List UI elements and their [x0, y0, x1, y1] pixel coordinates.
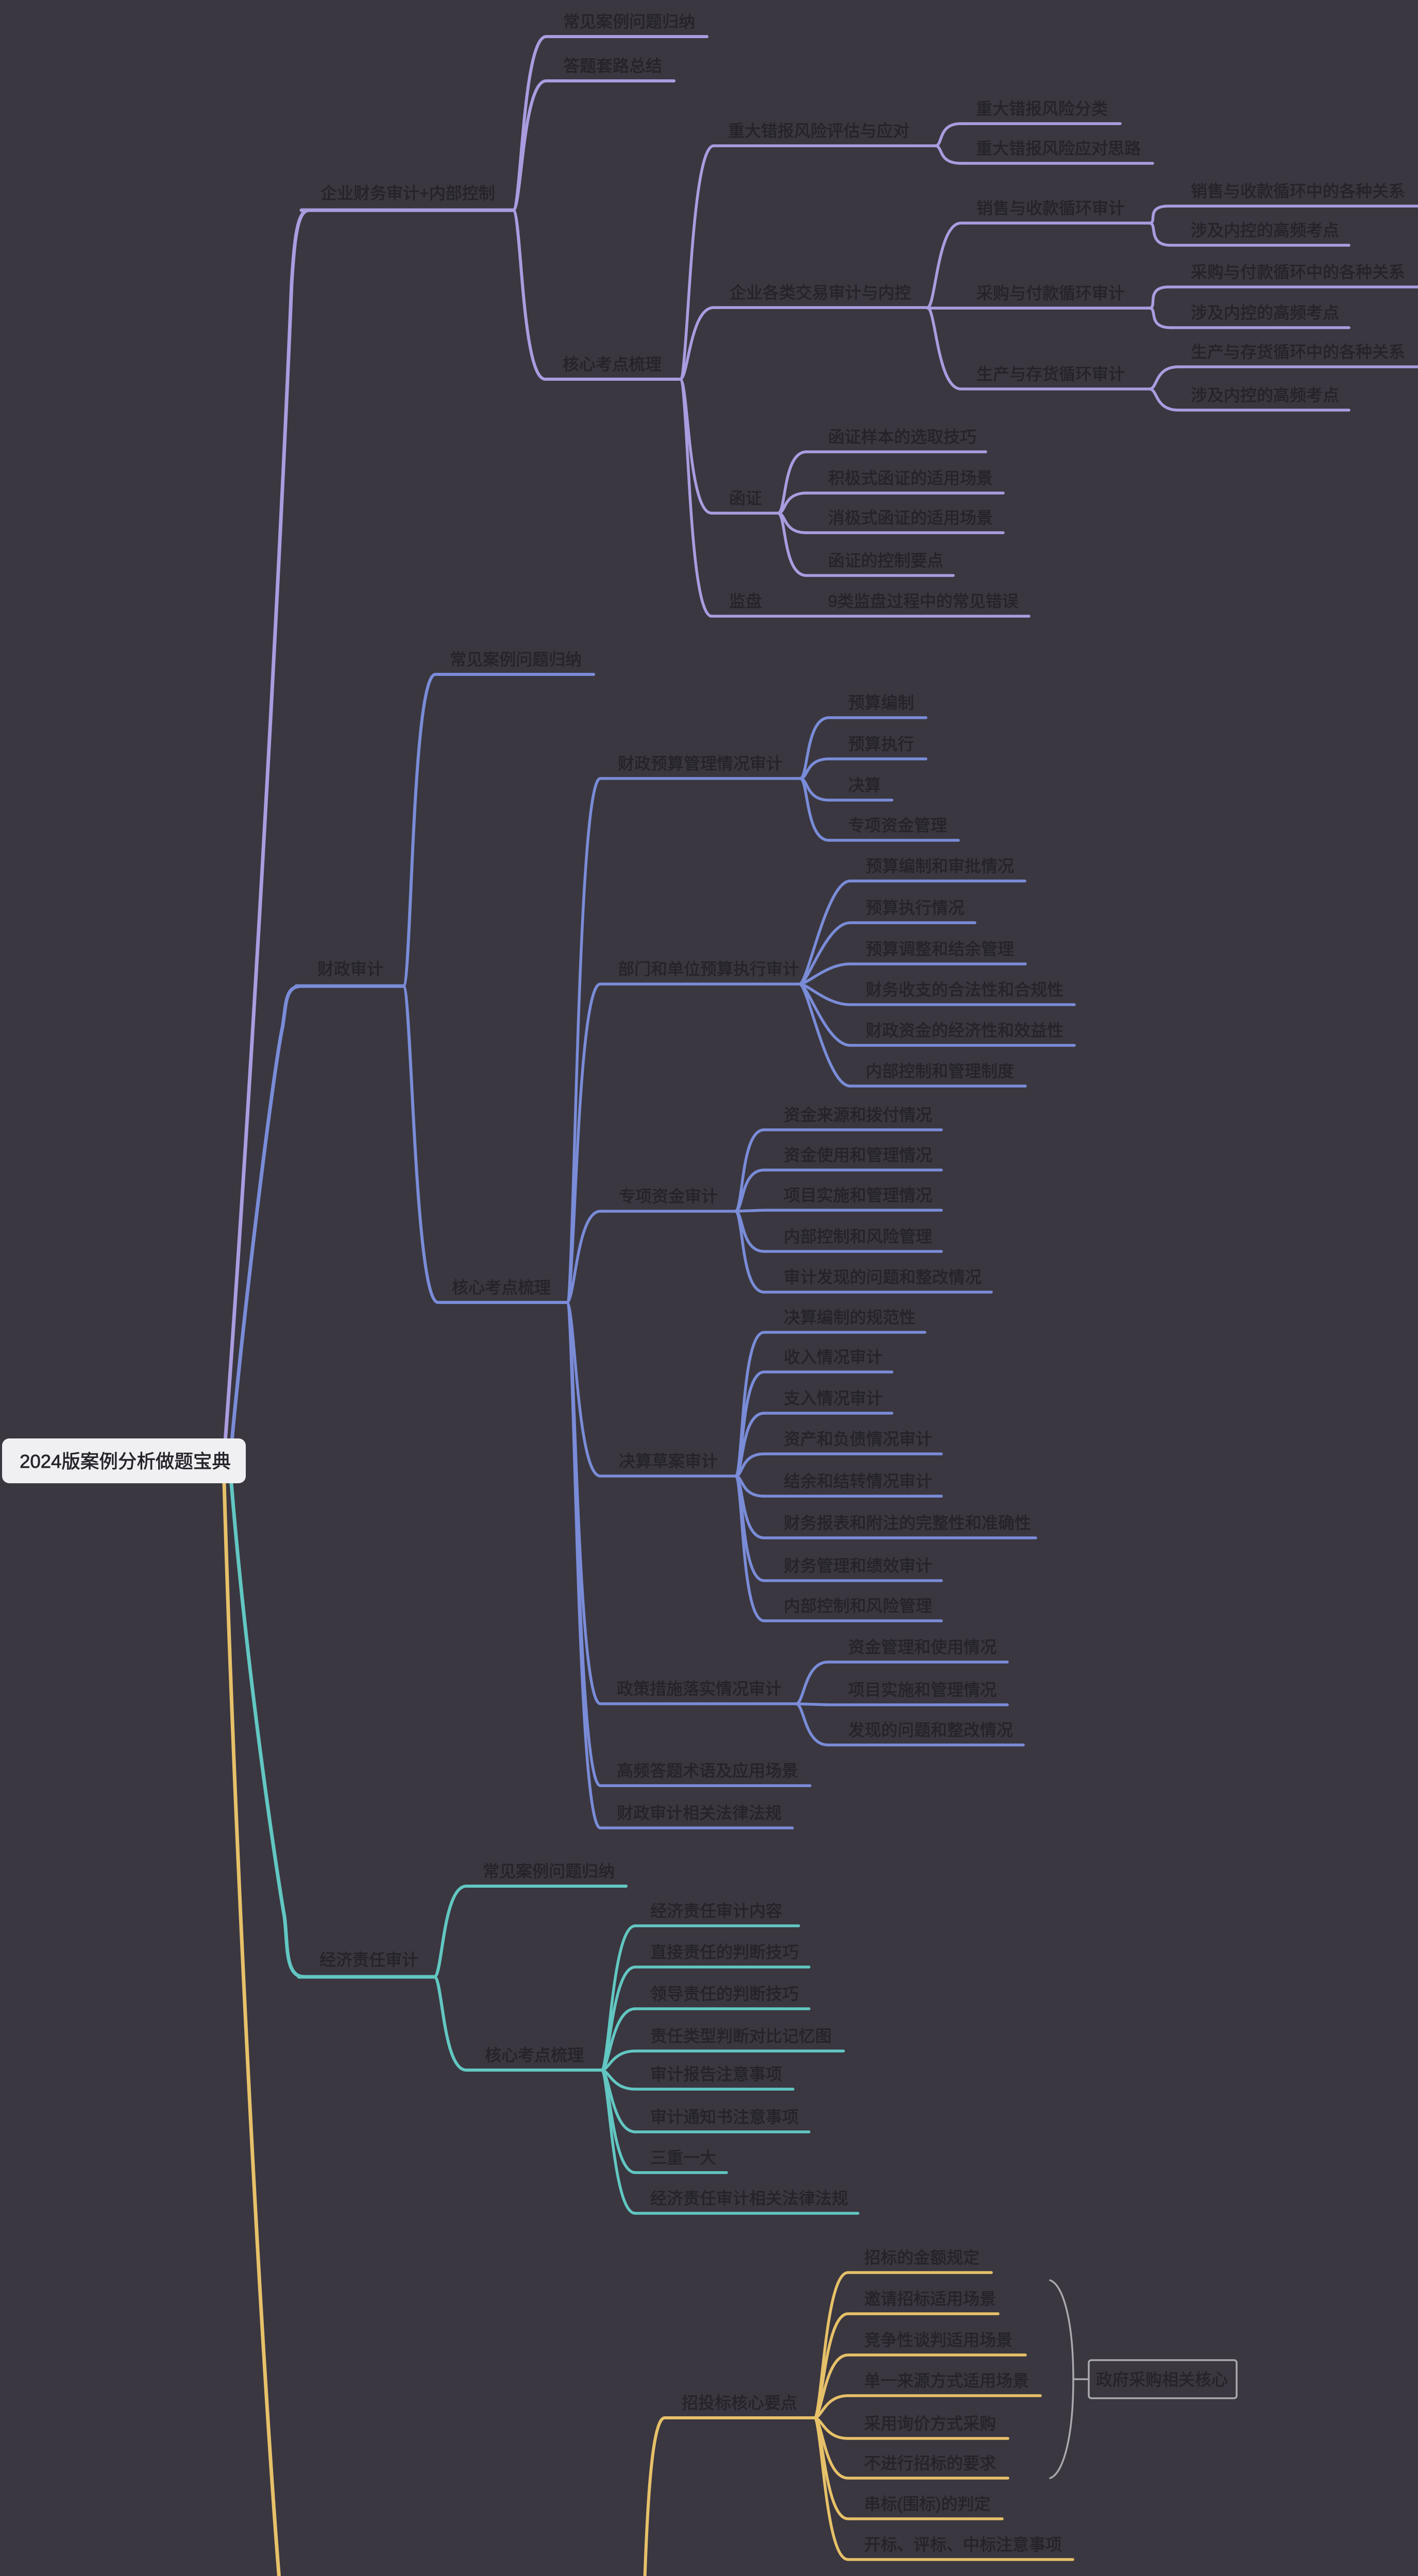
svg-text:生产与存货循环中的各种关系: 生产与存货循环中的各种关系 — [1191, 343, 1405, 361]
svg-text:审计报告注意事项: 审计报告注意事项 — [650, 2065, 782, 2083]
svg-text:监盘: 监盘 — [729, 592, 762, 611]
svg-text:企业各类交易审计与内控: 企业各类交易审计与内控 — [730, 283, 911, 302]
svg-text:财务报表和附注的完整性和准确性: 财务报表和附注的完整性和准确性 — [784, 1514, 1031, 1532]
svg-text:三重一大: 三重一大 — [650, 2148, 716, 2167]
svg-text:涉及内控的高频考点: 涉及内控的高频考点 — [1191, 303, 1339, 322]
svg-text:审计发现的问题和整改情况: 审计发现的问题和整改情况 — [784, 1268, 982, 1286]
svg-text:高频答题术语及应用场景: 高频答题术语及应用场景 — [617, 1761, 798, 1780]
svg-text:决算编制的规范性: 决算编制的规范性 — [784, 1308, 916, 1327]
svg-text:预算执行情况: 预算执行情况 — [866, 899, 965, 917]
svg-text:政府采购相关核心: 政府采购相关核心 — [1096, 2370, 1228, 2389]
svg-text:项目实施和管理情况: 项目实施和管理情况 — [848, 1681, 997, 1699]
svg-text:采购与付款循环审计: 采购与付款循环审计 — [976, 284, 1125, 302]
svg-text:函证样本的选取技巧: 函证样本的选取技巧 — [828, 428, 976, 446]
svg-text:9类监盘过程中的常见错误: 9类监盘过程中的常见错误 — [828, 592, 1019, 611]
svg-text:结余和结转情况审计: 结余和结转情况审计 — [784, 1472, 932, 1490]
svg-text:生产与存货循环审计: 生产与存货循环审计 — [976, 365, 1125, 383]
svg-text:直接责任的判断技巧: 直接责任的判断技巧 — [650, 1943, 799, 1961]
svg-text:预算编制和审批情况: 预算编制和审批情况 — [866, 857, 1014, 875]
svg-text:邀请招标适用场景: 邀请招标适用场景 — [864, 2290, 996, 2308]
svg-text:企业财务审计+内部控制: 企业财务审计+内部控制 — [320, 184, 495, 202]
svg-text:核心考点梳理: 核心考点梳理 — [452, 1278, 551, 1297]
svg-text:重大错报风险分类: 重大错报风险分类 — [976, 99, 1108, 118]
svg-text:收入情况审计: 收入情况审计 — [784, 1348, 883, 1366]
svg-text:答题套路总结: 答题套路总结 — [563, 57, 662, 75]
svg-text:常见案例问题归纳: 常见案例问题归纳 — [483, 1862, 615, 1880]
svg-text:销售与收款循环中的各种关系: 销售与收款循环中的各种关系 — [1191, 182, 1405, 200]
svg-text:政策措施落实情况审计: 政策措施落实情况审计 — [617, 1680, 782, 1698]
svg-text:采用询价方式采购: 采用询价方式采购 — [864, 2414, 996, 2433]
svg-text:2024版案例分析做题宝典: 2024版案例分析做题宝典 — [20, 1451, 231, 1472]
svg-text:招投标核心要点: 招投标核心要点 — [682, 2394, 797, 2412]
svg-text:消极式函证的适用场景: 消极式函证的适用场景 — [828, 509, 993, 527]
svg-text:串标(围标)的判定: 串标(围标)的判定 — [864, 2495, 990, 2513]
svg-text:资金管理和使用情况: 资金管理和使用情况 — [848, 1638, 997, 1656]
svg-text:涉及内控的高频考点: 涉及内控的高频考点 — [1191, 386, 1339, 404]
svg-text:发现的问题和整改情况: 发现的问题和整改情况 — [848, 1721, 1013, 1739]
svg-text:竞争性谈判适用场景: 竞争性谈判适用场景 — [864, 2331, 1012, 2349]
svg-text:经济责任审计相关法律法规: 经济责任审计相关法律法规 — [650, 2189, 848, 2208]
svg-text:财政审计: 财政审计 — [317, 960, 383, 978]
svg-text:涉及内控的高频考点: 涉及内控的高频考点 — [1191, 221, 1339, 240]
svg-text:不进行招标的要求: 不进行招标的要求 — [864, 2454, 996, 2472]
svg-text:专项资金管理: 专项资金管理 — [848, 816, 947, 835]
svg-text:财政资金的经济性和效益性: 财政资金的经济性和效益性 — [866, 1021, 1064, 1040]
svg-text:核心考点梳理: 核心考点梳理 — [485, 2046, 584, 2064]
svg-text:财政审计相关法律法规: 财政审计相关法律法规 — [617, 1804, 782, 1822]
svg-text:审计通知书注意事项: 审计通知书注意事项 — [650, 2108, 799, 2126]
svg-text:专项资金审计: 专项资金审计 — [619, 1187, 718, 1206]
svg-text:经济责任审计: 经济责任审计 — [319, 1951, 418, 1969]
svg-text:核心考点梳理: 核心考点梳理 — [563, 355, 662, 374]
svg-text:项目实施和管理情况: 项目实施和管理情况 — [784, 1186, 932, 1205]
svg-text:领导责任的判断技巧: 领导责任的判断技巧 — [650, 1985, 799, 2003]
svg-text:财务管理和绩效审计: 财务管理和绩效审计 — [784, 1556, 932, 1575]
svg-text:财政预算管理情况审计: 财政预算管理情况审计 — [618, 754, 783, 773]
svg-text:函证的控制要点: 函证的控制要点 — [828, 551, 943, 570]
svg-text:财务收支的合法性和合规性: 财务收支的合法性和合规性 — [866, 980, 1064, 999]
svg-text:常见案例问题归纳: 常见案例问题归纳 — [563, 12, 695, 31]
svg-text:决算草案审计: 决算草案审计 — [619, 1452, 718, 1470]
svg-text:招标的金额规定: 招标的金额规定 — [864, 2248, 980, 2267]
svg-text:重大错报风险应对思路: 重大错报风险应对思路 — [976, 139, 1141, 158]
svg-text:采购与付款循环中的各种关系: 采购与付款循环中的各种关系 — [1191, 263, 1405, 281]
svg-text:销售与收款循环审计: 销售与收款循环审计 — [976, 199, 1125, 217]
svg-text:重大错报风险评估与应对: 重大错报风险评估与应对 — [728, 122, 909, 140]
svg-text:预算编制: 预算编制 — [848, 693, 914, 712]
svg-text:部门和单位预算执行审计: 部门和单位预算执行审计 — [618, 960, 799, 978]
svg-text:资金来源和拨付情况: 资金来源和拨付情况 — [784, 1106, 932, 1124]
svg-text:经济责任审计内容: 经济责任审计内容 — [650, 1902, 782, 1920]
svg-text:支入情况审计: 支入情况审计 — [784, 1389, 883, 1408]
svg-text:函证: 函证 — [729, 489, 762, 507]
svg-text:内部控制和风险管理: 内部控制和风险管理 — [784, 1597, 932, 1615]
svg-text:常见案例问题归纳: 常见案例问题归纳 — [450, 650, 582, 669]
svg-text:内部控制和风险管理: 内部控制和风险管理 — [784, 1227, 932, 1246]
svg-text:开标、评标、中标注意事项: 开标、评标、中标注意事项 — [864, 2535, 1062, 2554]
svg-text:资金使用和管理情况: 资金使用和管理情况 — [784, 1146, 932, 1164]
svg-text:决算: 决算 — [848, 776, 881, 794]
svg-text:内部控制和管理制度: 内部控制和管理制度 — [866, 1062, 1014, 1080]
svg-text:单一来源方式适用场景: 单一来源方式适用场景 — [864, 2371, 1029, 2390]
svg-text:资产和负债情况审计: 资产和负债情况审计 — [784, 1430, 932, 1448]
svg-text:预算执行: 预算执行 — [848, 735, 914, 753]
svg-text:预算调整和结余管理: 预算调整和结余管理 — [866, 940, 1014, 958]
svg-text:积极式函证的适用场景: 积极式函证的适用场景 — [828, 469, 993, 487]
svg-text:责任类型判断对比记忆图: 责任类型判断对比记忆图 — [650, 2027, 832, 2045]
